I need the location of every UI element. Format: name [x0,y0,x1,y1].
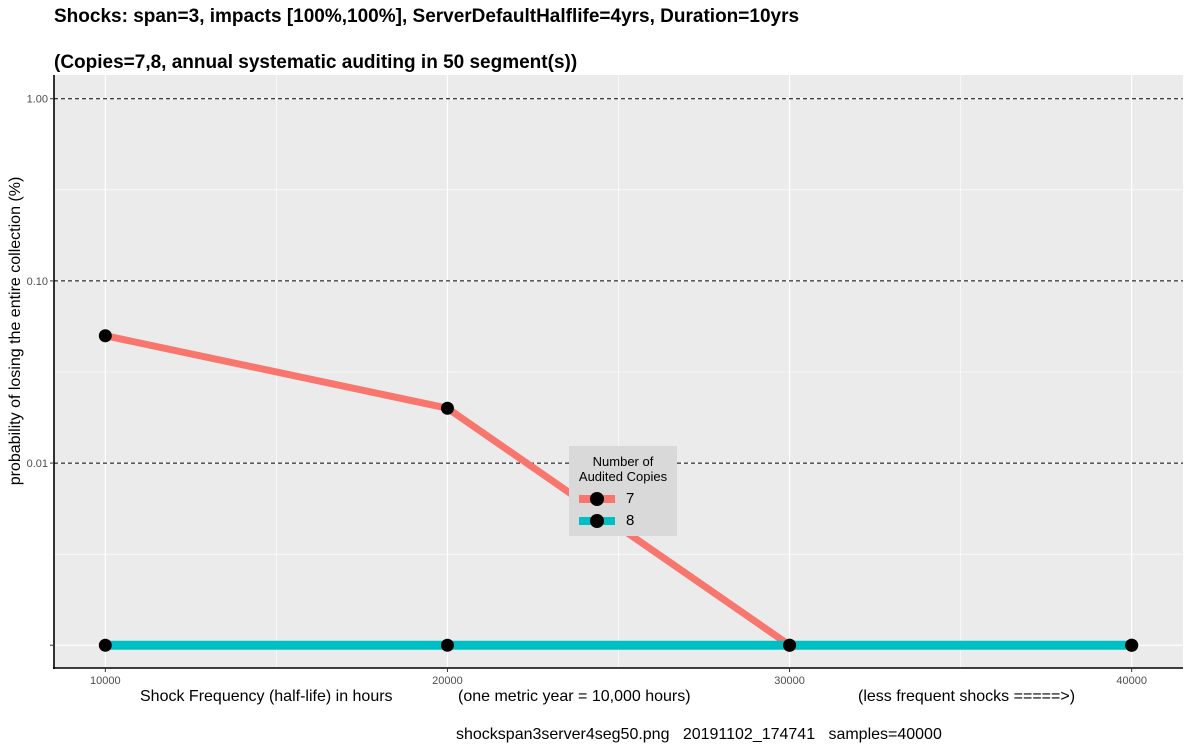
legend-marker [590,514,604,528]
x-tick-label: 20000 [432,675,463,687]
legend-label: 7 [626,490,635,507]
y-tick-label: 0.10 [27,276,48,288]
y-tick-label: 1.00 [27,94,48,106]
chart-subtitle: (Copies=7,8, annual systematic auditing … [54,52,578,73]
legend-title-line-2: Audited Copies [578,469,668,484]
data-point-8 [98,638,112,652]
data-point-7 [98,329,112,343]
chart-title: Shocks: span=3, impacts [100%,100%], Ser… [54,6,800,27]
legend-item-7: 7 [577,488,677,510]
data-point-8 [783,638,797,652]
footer-caption: shockspan3server4seg50.png 20191102_1747… [456,726,942,743]
legend-key [577,488,617,510]
x-tick-label: 40000 [1116,675,1147,687]
legend-title-line-1: Number of [592,454,654,469]
y-axis-label: probability of losing the entire collect… [7,176,24,486]
legend-item-8: 8 [577,510,677,532]
data-point-8 [1125,638,1139,652]
legend-key [577,510,617,532]
legend-marker [590,492,604,506]
x-tick-label: 10000 [90,675,121,687]
x-axis-direction-note: (less frequent shocks =====>) [858,688,1076,705]
x-axis-label: Shock Frequency (half-life) in hours [140,688,393,705]
data-point-7 [440,401,454,415]
x-axis-note: (one metric year = 10,000 hours) [458,688,691,705]
data-point-8 [440,638,454,652]
y-tick-label: 0.01 [27,458,48,470]
legend: Number of Audited Copies 7 8 [569,446,677,536]
legend-label: 8 [626,512,635,529]
x-tick-label: 30000 [774,675,805,687]
legend-title: Number of Audited Copies [569,454,677,484]
